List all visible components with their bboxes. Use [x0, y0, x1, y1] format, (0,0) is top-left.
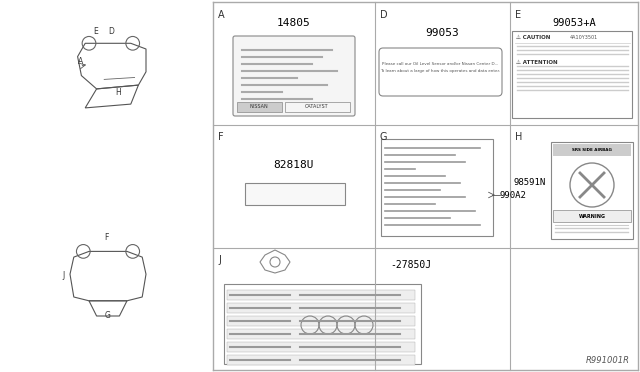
- Bar: [245, 183, 345, 205]
- Bar: [227, 316, 415, 326]
- Text: Please call our Oil Level Sensor and/or Nissan Center D...: Please call our Oil Level Sensor and/or …: [382, 62, 498, 66]
- Text: -27850J: -27850J: [390, 260, 431, 270]
- Text: ⚠ CAUTION: ⚠ CAUTION: [516, 35, 550, 40]
- Text: ⚠ ATTENTION: ⚠ ATTENTION: [516, 60, 557, 65]
- Text: E: E: [93, 27, 97, 36]
- Text: F: F: [104, 233, 109, 242]
- Bar: [553, 210, 631, 222]
- Circle shape: [270, 257, 280, 267]
- Text: 82818U: 82818U: [274, 160, 314, 170]
- Text: G: G: [380, 132, 387, 142]
- Text: A: A: [218, 10, 225, 20]
- Text: G: G: [104, 311, 110, 320]
- Text: 4A10Y3501: 4A10Y3501: [570, 35, 598, 40]
- Bar: [285, 102, 350, 112]
- Text: 14805: 14805: [277, 18, 311, 28]
- Text: D: D: [108, 27, 114, 36]
- Text: 99053: 99053: [425, 28, 459, 38]
- Text: A: A: [77, 57, 83, 66]
- Text: H: H: [116, 87, 122, 97]
- Text: SRS SIDE AIRBAG: SRS SIDE AIRBAG: [572, 148, 612, 152]
- Text: CATALYST: CATALYST: [305, 105, 329, 109]
- Bar: [227, 303, 415, 313]
- Bar: [553, 144, 631, 156]
- Text: F: F: [218, 132, 223, 142]
- Text: H: H: [515, 132, 522, 142]
- Text: WARNING: WARNING: [579, 214, 605, 218]
- Bar: [227, 290, 415, 300]
- Text: 990A2: 990A2: [499, 190, 526, 199]
- Text: 99053+A: 99053+A: [552, 18, 596, 28]
- Bar: [227, 355, 415, 365]
- Text: To learn about a large of how this operates and data enter.: To learn about a large of how this opera…: [380, 69, 500, 73]
- Bar: [227, 329, 415, 339]
- Bar: [237, 102, 282, 112]
- Text: 98591N: 98591N: [513, 178, 545, 187]
- Text: J: J: [63, 271, 65, 280]
- Text: E: E: [515, 10, 521, 20]
- Text: J: J: [218, 255, 221, 265]
- FancyBboxPatch shape: [233, 36, 355, 116]
- Text: D: D: [380, 10, 388, 20]
- Text: NISSAN: NISSAN: [250, 105, 268, 109]
- Text: R991001R: R991001R: [586, 356, 630, 365]
- Bar: [227, 342, 415, 352]
